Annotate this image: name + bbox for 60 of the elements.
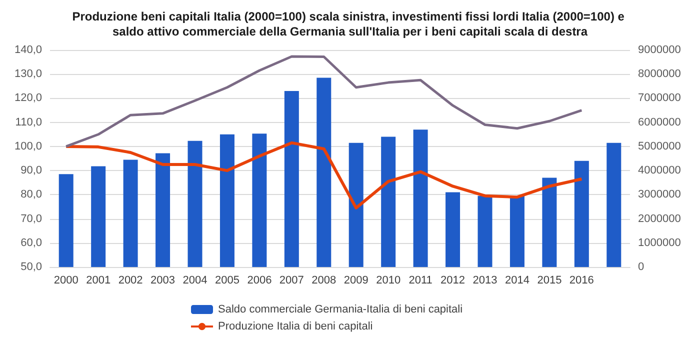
y-tick-label: 80,0 <box>20 188 42 201</box>
bar <box>220 134 234 267</box>
y2-tick-label: 6000000 <box>638 116 681 128</box>
x-tick-label: 2010 <box>376 274 401 286</box>
x-tick-label: 2013 <box>472 274 498 286</box>
y2-tick-label: 3000000 <box>638 188 681 201</box>
bar <box>156 153 170 267</box>
y2-tick-label: 2000000 <box>638 212 681 225</box>
x-tick-label: 2008 <box>312 274 336 286</box>
chart-title: Produzione beni capitali Italia (2000=100) scala sinistra, investimenti fissi lordi Italia (2000=100) e saldo attivo commerciale della Germania sull'Italia per i beni capitali scala di destra <box>72 10 628 38</box>
bar <box>58 174 74 267</box>
bar <box>381 136 396 267</box>
x-tick-label: 2012 <box>440 274 466 286</box>
bar <box>446 192 460 267</box>
x-tick-label: 2015 <box>537 274 562 286</box>
y-tick-label: 50,0 <box>20 261 42 273</box>
y2-tick-label: 4000000 <box>638 164 681 177</box>
y-tick-label: 100,0 <box>14 140 42 152</box>
bar <box>542 178 557 267</box>
x-tick-label: 2003 <box>150 274 176 286</box>
legend-label: Produzione Italia di beni capitali <box>218 320 373 332</box>
bar <box>413 130 428 267</box>
bar <box>606 142 622 267</box>
legend-label: Saldo commerciale Germania-Italia di beni capitali <box>218 304 463 316</box>
y-tick-label: 120,0 <box>14 92 42 104</box>
y2-tick-label: 0 <box>638 261 644 273</box>
bar <box>478 196 492 267</box>
x-tick-label: 2001 <box>86 274 111 286</box>
x-tick-label: 2014 <box>504 274 530 286</box>
x-tick-label: 2000 <box>54 274 78 286</box>
y-tick-label: 110,0 <box>15 116 42 128</box>
y-tick-label: 70,0 <box>20 212 42 225</box>
y2-tick-label: 7000000 <box>638 92 681 104</box>
y2-tick-label: 9000000 <box>638 44 681 56</box>
x-tick-label: 2009 <box>344 274 368 286</box>
bar <box>123 160 138 267</box>
x-tick-label: 2006 <box>247 274 272 286</box>
x-tick-label: 2011 <box>408 274 432 286</box>
bar <box>252 134 267 267</box>
bar <box>188 140 202 267</box>
x-tick-label: 2016 <box>569 274 594 286</box>
x-tick-label: 2002 <box>118 274 143 286</box>
y-tick-label: 140,0 <box>14 44 42 56</box>
bar <box>574 160 589 267</box>
bar <box>316 78 332 267</box>
x-tick-label: 2005 <box>214 274 240 286</box>
y-tick-label: 90,0 <box>20 164 42 177</box>
y2-tick-label: 1000000 <box>638 236 681 249</box>
bar <box>510 196 524 267</box>
y2-tick-label: 5000000 <box>638 140 681 152</box>
bar <box>348 142 364 267</box>
line-series <box>64 55 583 148</box>
y-tick-label: 60,0 <box>20 236 42 249</box>
bar <box>284 90 299 267</box>
y2-tick-label: 8000000 <box>638 68 681 80</box>
x-tick-label: 2004 <box>182 274 208 286</box>
y-tick-label: 130,0 <box>14 68 42 80</box>
bar <box>91 166 106 267</box>
line-series <box>64 141 584 210</box>
x-tick-label: 2007 <box>279 274 304 286</box>
